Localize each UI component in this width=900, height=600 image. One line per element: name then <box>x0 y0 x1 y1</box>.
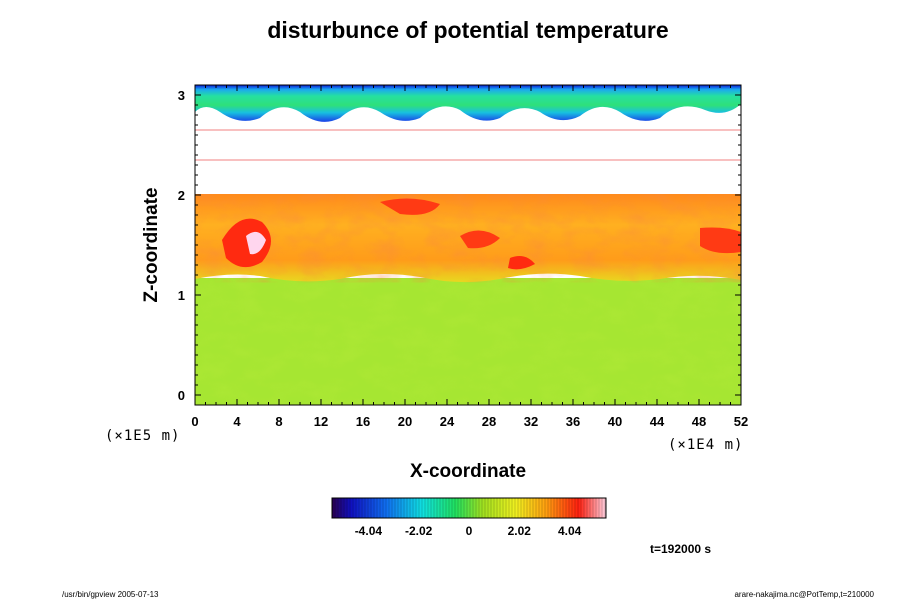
chart-title: disturbunce of potential temperature <box>267 17 668 43</box>
x-axis-label: X-coordinate <box>410 461 526 482</box>
y-tick-label: 0 <box>178 388 185 403</box>
y-unit-label: (×1E5 m) <box>105 428 180 444</box>
x-axis: 0 4 8 12 16 20 24 28 32 36 40 44 48 52 <box>191 85 748 429</box>
y-axis-label: Z-coordinate <box>141 187 162 302</box>
x-tick-label: 12 <box>314 414 328 429</box>
colorbar <box>331 497 607 519</box>
x-tick-label: 40 <box>608 414 622 429</box>
x-tick-label: 44 <box>650 414 665 429</box>
x-tick-label: 36 <box>566 414 580 429</box>
x-tick-label: 28 <box>482 414 496 429</box>
neutral-layer-texture <box>195 278 741 405</box>
x-tick-label: 48 <box>692 414 706 429</box>
colorbar-ticks: -4.04 -2.02 0 2.02 4.04 <box>355 524 582 538</box>
x-tick-label: 0 <box>191 414 198 429</box>
colorbar-stripes <box>334 498 606 518</box>
x-tick-label: 20 <box>398 414 412 429</box>
warm-eddy <box>380 198 440 215</box>
warm-eddy <box>222 218 271 268</box>
colorbar-tick-label: 0 <box>466 524 473 538</box>
footer-right: arare-nakajima.nc@PotTemp,t=210000 <box>734 590 874 599</box>
y-tick-label: 2 <box>178 188 185 203</box>
y-axis: 0 1 2 3 <box>178 84 741 406</box>
x-tick-label: 4 <box>233 414 241 429</box>
warm-eddy <box>508 256 535 270</box>
x-tick-label: 32 <box>524 414 538 429</box>
y-tick-label: 1 <box>178 288 185 303</box>
footer-left: /usr/bin/gpview 2005-07-13 <box>62 590 159 599</box>
colorbar-tick-label: -2.02 <box>405 524 433 538</box>
upper-band <box>195 85 741 122</box>
colorbar-tick-label: 4.04 <box>558 524 582 538</box>
y-tick-label: 3 <box>178 88 185 103</box>
x-tick-label: 52 <box>734 414 748 429</box>
warm-eddy <box>460 230 500 249</box>
warm-eddy-core <box>246 231 266 255</box>
x-tick-label: 16 <box>356 414 370 429</box>
x-tick-label: 8 <box>275 414 282 429</box>
colorbar-tick-label: 2.02 <box>508 524 532 538</box>
x-tick-label: 24 <box>440 414 455 429</box>
heatmap-field <box>195 85 741 405</box>
x-unit-label: (×1E4 m) <box>668 437 743 453</box>
colorbar-tick-label: -4.04 <box>355 524 383 538</box>
warm-eddy <box>700 227 741 254</box>
time-label: t=192000 s <box>650 542 711 556</box>
